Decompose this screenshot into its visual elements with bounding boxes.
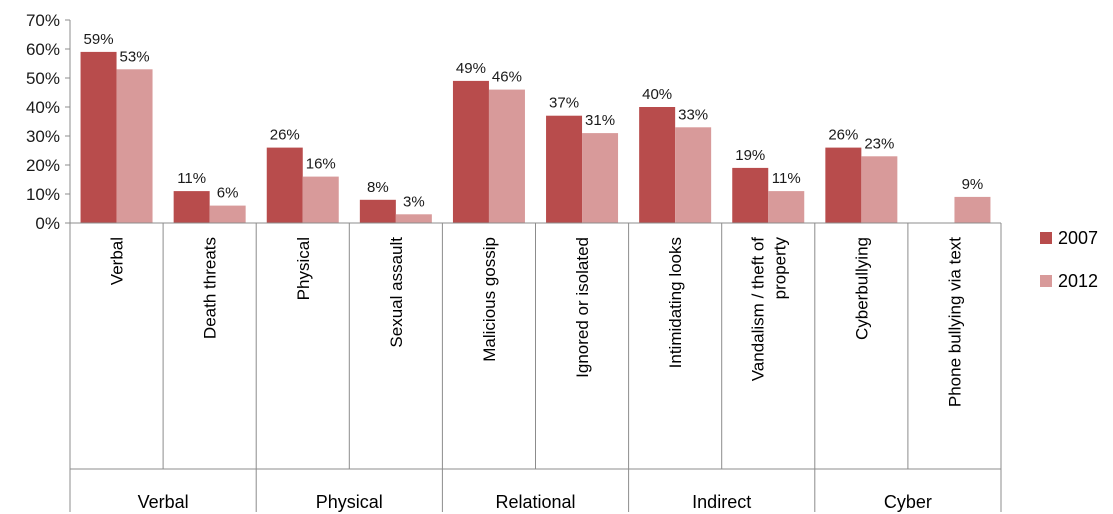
y-tick-label: 60% [26, 40, 60, 59]
data-label-2012: 6% [217, 185, 239, 202]
data-label-2007: 11% [177, 170, 206, 187]
data-label-2012: 31% [585, 112, 615, 129]
y-axis: 0% 10% 20% 30% 40% 50% 60% 70% [26, 11, 71, 233]
bar-2012 [116, 69, 153, 223]
bar-2007 [825, 147, 862, 223]
x-category-label: Ignored or isolated [573, 237, 592, 378]
data-label-2012: 33% [678, 106, 708, 123]
x-group-label: Physical [316, 492, 383, 512]
legend-swatch-2007 [1040, 232, 1052, 244]
bar-2012 [209, 205, 246, 223]
x-category-label: Physical [294, 237, 313, 300]
data-label-2007: 49% [456, 60, 486, 77]
bar-2012 [768, 191, 805, 223]
legend: 2007 2012 [1040, 228, 1098, 291]
x-group-label: Verbal [138, 492, 189, 512]
legend-swatch-2012 [1040, 275, 1052, 287]
legend-label-2007: 2007 [1058, 228, 1098, 248]
x-category-label: Intimidating looks [666, 237, 685, 368]
x-group-label: Relational [495, 492, 575, 512]
x-category-label: Cyberbullying [852, 237, 871, 340]
data-label-2007: 59% [84, 31, 114, 48]
x-category-label: property [770, 237, 789, 300]
bar-2007 [359, 199, 396, 223]
x-category-label: Phone bullying via text [945, 237, 964, 407]
x-category-label: Verbal [108, 237, 127, 285]
x-category-label: Vandalism / theft of [748, 237, 767, 382]
data-label-2012: 53% [120, 48, 150, 65]
y-tick-label: 0% [35, 214, 60, 233]
bars [80, 51, 991, 224]
x-group-label: Indirect [692, 492, 751, 512]
data-label-2012: 11% [772, 170, 801, 187]
bar-2007 [546, 115, 583, 223]
y-tick-label: 10% [26, 185, 60, 204]
y-tick-label: 70% [26, 11, 60, 30]
data-label-2007: 26% [270, 127, 300, 144]
x-group-label: Cyber [884, 492, 932, 512]
bar-2012 [302, 176, 339, 223]
bar-2012 [395, 214, 432, 223]
data-label-2012: 3% [403, 193, 425, 210]
x-axis: Verbal Death threats Physical Sexual assaul… [69, 222, 1002, 512]
data-label-2012: 23% [864, 135, 894, 152]
data-label-2012: 9% [962, 176, 984, 193]
bar-2012 [675, 127, 712, 223]
bar-2007 [173, 191, 210, 223]
y-tick-label: 20% [26, 156, 60, 175]
data-label-2007: 40% [642, 86, 672, 103]
bar-2007 [80, 51, 117, 224]
legend-label-2012: 2012 [1058, 271, 1098, 291]
bar-2007 [266, 147, 303, 223]
y-tick-label: 50% [26, 69, 60, 88]
data-labels: 59% 11% 26% 8% 49% 37% 40% 19% 26% 53% 6% 16% 3% 46% 3… [84, 31, 984, 210]
y-tick-label: 30% [26, 127, 60, 146]
data-label-2007: 8% [367, 179, 389, 196]
data-label-2007: 26% [828, 127, 858, 144]
x-category-label: Sexual assault [387, 237, 406, 348]
bar-2012 [582, 133, 619, 223]
x-category-label: Death threats [201, 237, 220, 339]
bar-2007 [732, 167, 769, 223]
bar-2007 [639, 107, 676, 223]
bar-2012 [488, 89, 525, 223]
data-label-2012: 16% [306, 156, 336, 173]
data-label-2012: 46% [492, 69, 522, 86]
x-category-label: Malicious gossip [480, 237, 499, 362]
bar-2012 [954, 196, 991, 223]
data-label-2007: 19% [735, 147, 765, 164]
y-tick-label: 40% [26, 98, 60, 117]
data-label-2007: 37% [549, 95, 579, 112]
bar-2007 [452, 80, 489, 224]
bar-2012 [861, 156, 898, 223]
